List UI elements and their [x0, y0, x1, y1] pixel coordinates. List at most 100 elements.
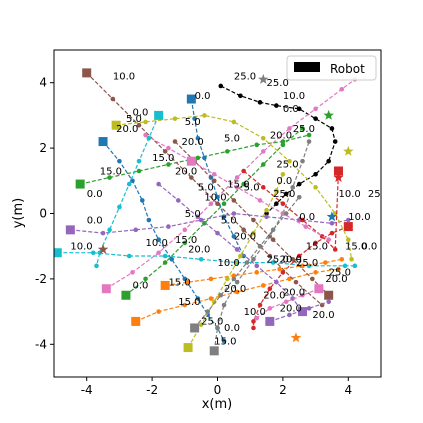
trajectory-14 [241, 166, 343, 252]
trajectory-point-8-9 [306, 139, 312, 144]
trajectory-point-10-4 [198, 256, 204, 262]
x-tick-label-1: -2 [146, 383, 158, 397]
trajectory-point-9-5 [260, 135, 266, 141]
trajectory-point-13-5 [221, 201, 227, 206]
trajectory-point-0-6 [329, 126, 335, 131]
x-axis-label: x(m) [202, 397, 233, 412]
trajectory-line-6 [86, 72, 323, 306]
trajectory-point-22-3 [326, 299, 331, 305]
trajectory-point-22-2 [306, 306, 312, 311]
trajectory-point-17-0 [143, 132, 148, 138]
trajectory-point-2-1 [156, 309, 161, 314]
trajectory-point-1-11 [221, 338, 227, 344]
time-annotation-2: 25.0 [267, 78, 289, 89]
trajectory-point-5-8 [329, 221, 335, 226]
trajectory-point-8-3 [234, 279, 240, 285]
trajectory-point-7-2 [156, 250, 161, 256]
time-annotation-22: 0.0 [87, 189, 103, 200]
trajectory-point-18-6 [264, 207, 269, 213]
trajectory-line-1 [102, 141, 225, 342]
legend-label-robot: Robot [330, 62, 365, 76]
trajectory-point-9-7 [313, 185, 318, 190]
time-annotation-30: 0.0 [299, 212, 315, 223]
time-annotation-53: 20.0 [280, 304, 302, 315]
trajectory-point-5-5 [231, 211, 237, 216]
trajectory-point-13-1 [143, 276, 148, 282]
time-annotation-5: 0.0 [283, 104, 299, 115]
trajectory-point-2-3 [208, 296, 214, 301]
trajectory-point-11-5 [215, 194, 220, 200]
trajectory-point-10-9 [352, 263, 358, 269]
time-annotation-7: 5.0 [126, 114, 142, 125]
time-annotation-39: 0.0 [361, 241, 377, 252]
trajectory-point-2-4 [234, 289, 240, 295]
trajectory-point-21-2 [283, 299, 289, 305]
time-annotation-13: 20.0 [270, 130, 292, 141]
goal-stars [97, 73, 354, 343]
trajectory-point-12-3 [231, 273, 237, 278]
trajectory-point-6-3 [162, 149, 168, 154]
trajectory-point-11-3 [202, 155, 207, 161]
trajectory-point-13-2 [162, 260, 168, 265]
trajectory-point-11-2 [195, 135, 201, 141]
trajectory-start-3 [75, 179, 85, 189]
legend: Robot [286, 55, 377, 81]
trajectory-point-19-1 [146, 135, 152, 141]
trajectory-point-17-8 [326, 237, 331, 242]
trajectory-start-5 [65, 225, 75, 235]
trajectory-point-2-8 [336, 266, 341, 272]
trajectory-point-1-8 [195, 296, 201, 301]
goal-star-4 [97, 244, 109, 254]
trajectory-point-16-6 [290, 256, 296, 262]
trajectory-start-16 [324, 290, 334, 300]
trajectory-start-7 [101, 284, 111, 294]
trajectory-point-14-4 [319, 234, 325, 239]
trajectory-point-15-3 [215, 230, 220, 236]
trajectory-point-0-4 [296, 106, 302, 112]
time-annotation-17: 20.0 [175, 166, 197, 177]
trajectory-point-9-4 [231, 119, 237, 125]
trajectory-line-5 [70, 212, 349, 234]
trajectory-17 [143, 132, 331, 242]
trajectory-point-19-2 [136, 158, 142, 164]
x-tick-label-4: 4 [344, 383, 352, 397]
time-annotation-25: 10.0 [338, 189, 360, 200]
trajectory-point-11-7 [231, 234, 237, 239]
trajectory-point-18-4 [238, 253, 243, 259]
time-annotation-1: 25.0 [234, 71, 256, 82]
trajectory-start-14 [333, 166, 343, 176]
trajectory-point-0-8 [326, 158, 331, 164]
time-annotation-8: 5.0 [185, 117, 201, 128]
time-annotation-44: 25.0 [329, 268, 351, 279]
time-annotation-56: 0.0 [224, 323, 240, 334]
time-annotation-10: 25.0 [293, 124, 315, 135]
trajectory-start-6 [82, 68, 92, 78]
trajectory-point-14-3 [300, 217, 305, 223]
trajectory-start-22 [265, 316, 275, 326]
trajectory-point-17-5 [257, 198, 263, 203]
trajectory-point-7-5 [234, 175, 240, 180]
trajectory-15 [156, 181, 308, 317]
trajectory-point-12-8 [339, 256, 345, 262]
trajectory-point-4-7 [251, 319, 256, 324]
trajectory-point-9-10 [349, 256, 354, 262]
trajectory-point-7-3 [182, 227, 188, 233]
time-annotation-41: 25.0 [267, 255, 289, 266]
trajectory-start-1 [98, 137, 108, 147]
y-tick-label-2: 0 [39, 207, 47, 221]
trajectory-point-4-2 [313, 240, 318, 246]
trajectory-point-2-2 [182, 302, 188, 308]
y-axis-label: y(m) [11, 198, 26, 229]
trajectory-point-6-5 [215, 201, 220, 206]
time-annotation-14: 15.0 [152, 153, 174, 164]
time-annotation-47: 20.0 [224, 284, 246, 295]
trajectory-point-0-0 [218, 83, 224, 89]
time-annotation-45: 15.0 [168, 277, 190, 288]
x-tick-label-2: 0 [214, 383, 222, 397]
trajectory-point-1-7 [182, 276, 188, 282]
trajectory-point-12-6 [300, 263, 305, 269]
time-annotation-9: 20.0 [116, 124, 138, 135]
trajectory-point-16-4 [251, 217, 256, 223]
time-annotation-19: 15.0 [227, 179, 249, 190]
time-annotation-16: 15.0 [100, 166, 122, 177]
